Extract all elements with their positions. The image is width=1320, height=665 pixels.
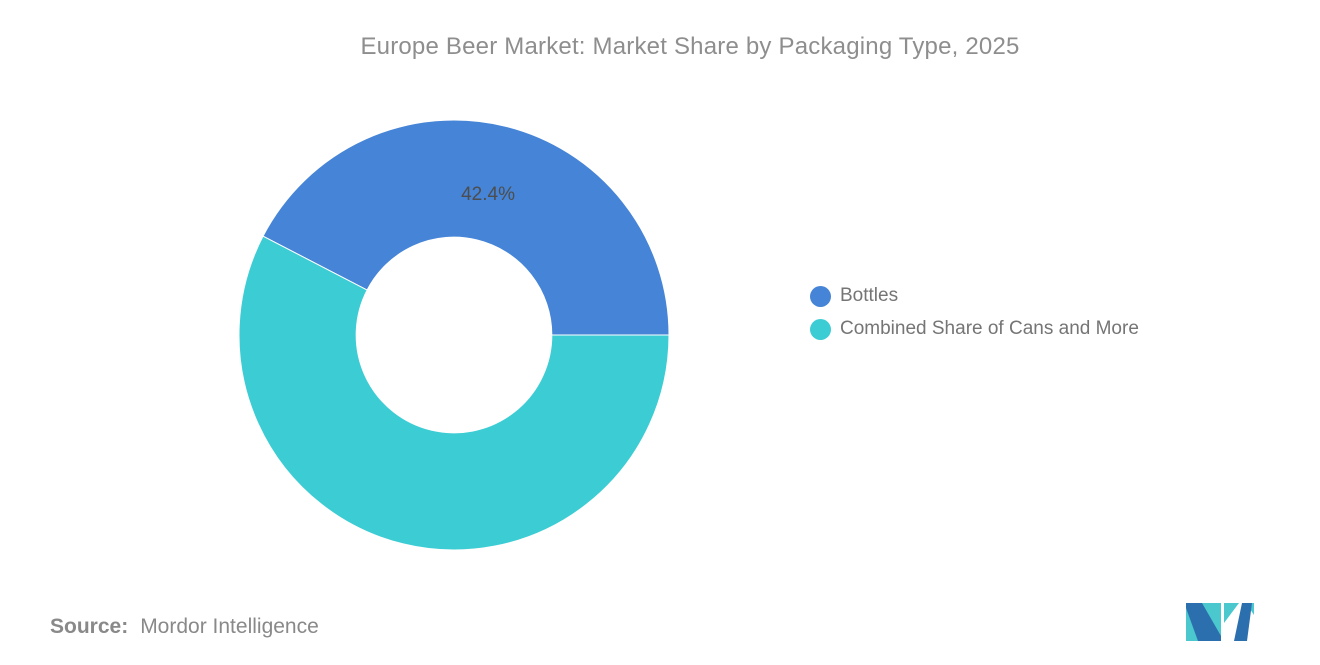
mordor-intelligence-logo [1186,603,1254,641]
legend-swatch-bottles [810,285,831,307]
logo-middle-triangle [1224,603,1239,623]
legend-item-bottles[interactable]: Bottles [810,285,1139,307]
source-row: Source: Mordor Intelligence [50,615,319,639]
legend-label-bottles: Bottles [840,285,899,306]
legend-label-cans-and-more: Combined Share of Cans and More [840,318,1139,339]
logo-right-diagonal [1234,603,1252,641]
source-text: Mordor Intelligence [140,615,319,638]
donut-slice-bottles[interactable] [262,119,670,336]
legend-item-cans-and-more[interactable]: Combined Share of Cans and More [810,318,1139,340]
chart-title: Europe Beer Market: Market Share by Pack… [360,33,1020,60]
legend: Bottles Combined Share of Cans and More [810,285,1139,340]
donut-chart: 42.4% [238,119,670,551]
legend-swatch-cans-and-more [810,318,831,340]
source-prefix: Source: [50,615,129,638]
logo-left-diagonal [1186,603,1221,641]
donut-slice-combined-share-of-cans-and-more[interactable] [238,235,670,551]
slice-label-bottles: 42.4% [461,184,515,205]
